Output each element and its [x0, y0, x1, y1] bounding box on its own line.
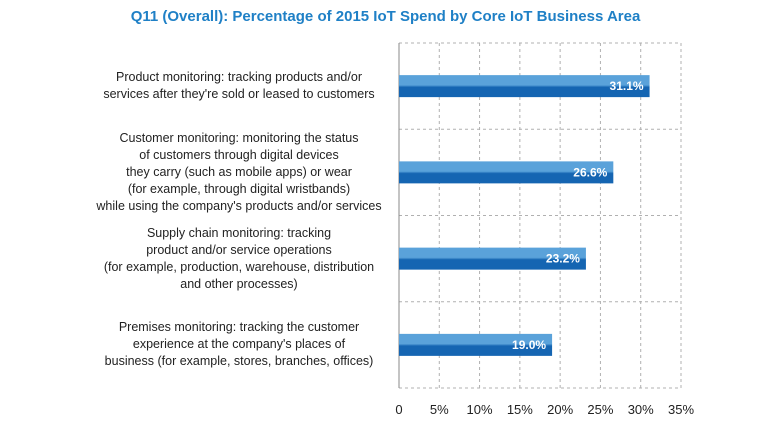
category-label-line: Product monitoring: tracking products an…	[116, 70, 362, 85]
bar	[399, 333, 553, 356]
category-label: Product monitoring: tracking products an…	[89, 69, 389, 103]
chart-title: Q11 (Overall): Percentage of 2015 IoT Sp…	[130, 8, 641, 25]
category-label-line: and other processes)	[180, 276, 298, 291]
category-label-line: Premises monitoring: tracking the custom…	[118, 320, 360, 335]
x-tick-label: 0	[395, 402, 402, 417]
category-label-line: while using the company's products and/o…	[96, 198, 382, 213]
category-label: Premises monitoring: tracking the custom…	[89, 319, 389, 370]
category-label: Supply chain monitoring: tracking product…	[89, 225, 389, 293]
x-tick-label: 35%	[668, 402, 694, 417]
bar-value-label: 26.6%	[573, 165, 607, 179]
category-label-line: Customer monitoring: monitoring the stat…	[119, 130, 359, 145]
x-tick-label: 25%	[587, 402, 613, 417]
x-tick-label: 10%	[467, 402, 493, 417]
category-label-line: (for example, production, warehouse, dis…	[103, 259, 375, 274]
bar	[399, 161, 614, 184]
x-tick-label: 20%	[547, 402, 573, 417]
bar-value-label: 23.2%	[546, 252, 580, 266]
bar-value-label: 31.1%	[610, 79, 644, 93]
x-tick-label: 5%	[430, 402, 449, 417]
category-label-line: services after they're sold or leased to…	[103, 87, 375, 102]
category-label-line: they carry (such as mobile apps) or wear	[126, 164, 352, 179]
x-tick-label: 30%	[628, 402, 654, 417]
category-label-line: of customers through digital devices	[139, 147, 339, 162]
bar	[399, 75, 650, 98]
category-label-line: business (for example, stores, branches,…	[104, 354, 374, 369]
category-label-line: Supply chain monitoring: tracking	[146, 225, 332, 240]
category-label-line: experience at the company's places of	[132, 337, 346, 352]
category-label-line: product and/or service operations	[146, 242, 332, 257]
bar-value-label: 19.0%	[512, 338, 546, 352]
category-label-line: (for example, through digital wristbands…	[127, 181, 351, 196]
x-tick-label: 15%	[507, 402, 533, 417]
category-label: Customer monitoring: monitoring the stat…	[89, 130, 389, 215]
bar	[399, 247, 586, 270]
